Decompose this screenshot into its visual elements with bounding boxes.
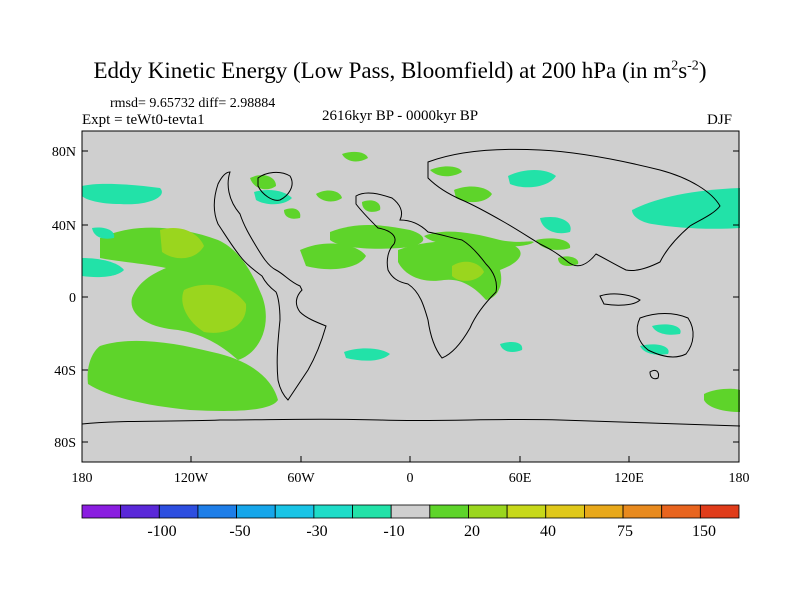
- colorbar-swatch: [158, 504, 199, 519]
- lon-label: 120E: [614, 471, 644, 486]
- africa-europe-outline: [355, 192, 497, 359]
- experiment-label: Expt = teWt0-tevta1: [82, 112, 205, 128]
- colorbar-swatch: [622, 504, 663, 519]
- colorbar-label: -50: [229, 523, 250, 540]
- lat-label: 40N: [52, 219, 76, 234]
- colorbar-label: 40: [540, 523, 556, 540]
- lon-label: 120W: [174, 471, 209, 486]
- americas-outline: [213, 171, 327, 401]
- colorbar-label: 150: [692, 523, 716, 540]
- negative-anomaly-regions: [82, 170, 740, 361]
- lat-label: 80S: [54, 436, 76, 451]
- lon-label: 60W: [287, 471, 315, 486]
- colorbar-label: -100: [147, 523, 176, 540]
- rmsd-text: rmsd= 9.65732 diff= 2.98884: [110, 96, 276, 111]
- season-label: DJF: [707, 112, 733, 128]
- colorbar-swatch: [352, 504, 392, 519]
- australia-outline: [636, 313, 694, 358]
- period-label: 2616kyr BP - 0000kyr BP: [322, 108, 479, 124]
- latitude-ticks: 80N 40N 0 40S 80S: [52, 145, 739, 451]
- map-title: Eddy Kinetic Energy (Low Pass, Bloomfiel…: [93, 58, 707, 83]
- colorbar-swatch: [584, 504, 624, 519]
- colorbar-swatch: [545, 504, 585, 519]
- lon-label: 0: [407, 471, 414, 486]
- colorbar-swatch: [429, 504, 469, 519]
- lon-label: 180: [72, 471, 93, 486]
- eurasia-outline: [427, 148, 721, 271]
- colorbar-swatch: [313, 504, 353, 519]
- lon-label: 180: [729, 471, 750, 486]
- lat-label: 80N: [52, 145, 76, 160]
- colorbar-swatch: [468, 504, 508, 519]
- colorbar-swatch: [120, 504, 160, 519]
- colorbar-label: -30: [306, 523, 327, 540]
- coastlines: [81, 148, 741, 427]
- antarctica-outline: [81, 418, 741, 427]
- colorbar-swatch: [274, 504, 315, 519]
- positive-anomaly-regions: [87, 151, 740, 412]
- colorbar: -100 -50 -30 -10 20 40 75 150: [81, 504, 740, 540]
- tasmania-outline: [649, 369, 659, 380]
- colorbar-swatch: [81, 504, 122, 519]
- indonesia-outline: [599, 293, 641, 306]
- lon-label: 60E: [509, 471, 532, 486]
- colorbar-swatch: [236, 504, 276, 519]
- colorbar-label: 75: [617, 523, 633, 540]
- colorbar-swatch: [699, 504, 740, 519]
- colorbar-label: -10: [383, 523, 404, 540]
- colorbar-swatch: [197, 504, 237, 519]
- lat-label: 40S: [54, 364, 76, 379]
- longitude-ticks: 180 120W 60W 0 60E 120E 180: [72, 456, 750, 486]
- greenland-outline: [257, 171, 293, 201]
- colorbar-swatch: [506, 504, 547, 519]
- colorbar-swatch: [661, 504, 701, 519]
- lat-label: 0: [69, 291, 76, 306]
- colorbar-swatch: [390, 504, 431, 519]
- colorbar-label: 20: [464, 523, 480, 540]
